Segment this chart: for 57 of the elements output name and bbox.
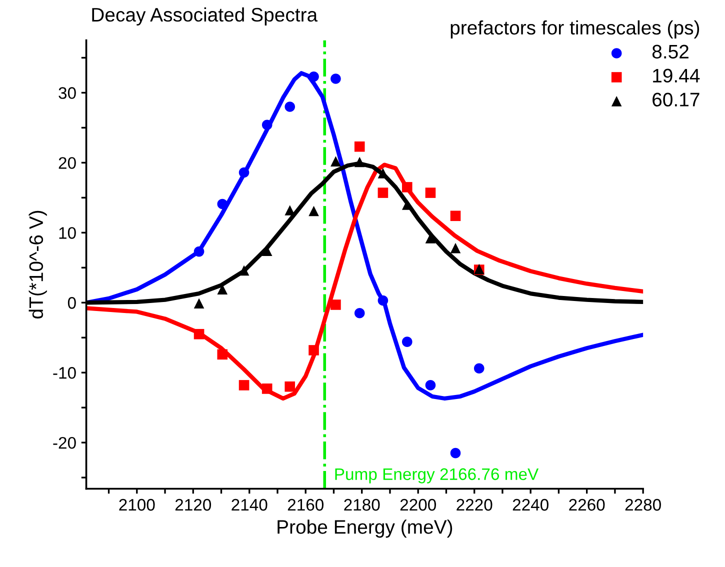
line-series	[86, 162, 644, 401]
point	[308, 206, 319, 216]
point	[217, 198, 228, 210]
point	[194, 298, 204, 308]
point	[194, 328, 204, 340]
point	[330, 156, 341, 166]
point	[262, 120, 272, 130]
point	[308, 71, 319, 82]
x-tick-label: 2140	[232, 498, 268, 511]
point	[284, 102, 296, 112]
point	[354, 308, 365, 318]
point	[330, 74, 341, 84]
point	[354, 156, 365, 168]
y-tick-label: 10	[59, 227, 76, 239]
point	[308, 345, 319, 356]
x-tick-label: 2160	[288, 498, 324, 511]
point	[425, 380, 436, 390]
point	[425, 188, 436, 198]
point	[238, 380, 250, 390]
legend-label: 19.44	[653, 68, 700, 83]
y-tick-label: 30	[58, 87, 76, 99]
x-axis-title: Probe Energy (meV)	[278, 520, 452, 538]
line-series	[86, 71, 644, 401]
x-tick-label: 2120	[175, 498, 212, 511]
point	[238, 167, 250, 178]
y-axis-title: dT(*10^-6 V)	[28, 210, 47, 318]
point	[284, 381, 296, 392]
point	[194, 246, 204, 257]
x-tick-label: 2200	[400, 498, 436, 511]
legend-label: 60.17	[652, 92, 700, 106]
x-tick-label: 2100	[119, 498, 155, 511]
y-tick-label: 20	[58, 157, 76, 169]
point	[378, 295, 388, 306]
point	[402, 182, 412, 192]
y-tick-label: -10	[53, 367, 76, 379]
point	[262, 384, 272, 394]
chart-title: Decay Associated Spectra	[92, 7, 318, 26]
x-tick-label: 2260	[569, 498, 605, 511]
x-tick-label: 2240	[512, 498, 548, 511]
point	[238, 265, 250, 276]
legend-title: prefactors for timescales (ps)	[450, 20, 700, 38]
point	[217, 349, 228, 360]
ref-line-label: Pump Energy 2166.76 meV	[335, 468, 539, 484]
x-tick-label: 2180	[344, 498, 380, 511]
point	[450, 242, 461, 254]
point	[378, 188, 388, 198]
y-tick-label: 0	[68, 297, 76, 309]
x-tick-label: 2280	[625, 498, 661, 511]
point	[474, 363, 484, 374]
x-tick-label: 2220	[456, 498, 492, 511]
y-tick-label: -20	[53, 436, 76, 449]
point	[402, 336, 412, 347]
point	[450, 448, 461, 458]
legend-label: 8.52	[652, 44, 688, 59]
point	[450, 210, 461, 222]
point	[330, 300, 341, 310]
point	[354, 141, 365, 152]
